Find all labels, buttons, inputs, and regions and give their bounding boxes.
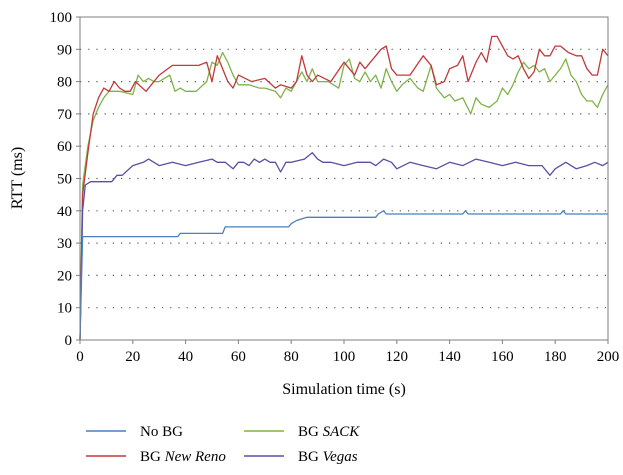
y-tick-label: 10 bbox=[57, 301, 72, 317]
x-tick-label: 140 bbox=[438, 349, 461, 365]
gridlines bbox=[80, 49, 608, 307]
x-tick-label: 60 bbox=[231, 349, 246, 365]
legend-label: No BG bbox=[140, 424, 183, 440]
x-tick-label: 120 bbox=[386, 349, 409, 365]
y-tick-label: 100 bbox=[50, 10, 73, 26]
y-tick-label: 60 bbox=[57, 139, 72, 155]
legend-label: BG Vegas bbox=[298, 449, 358, 465]
series-line-2 bbox=[80, 53, 608, 341]
x-tick-label: 180 bbox=[544, 349, 567, 365]
y-tick-label: 20 bbox=[57, 268, 72, 284]
x-tick-label: 0 bbox=[76, 349, 84, 365]
x-tick-label: 200 bbox=[597, 349, 620, 365]
y-tick-label: 70 bbox=[57, 107, 72, 123]
y-tick-label: 80 bbox=[57, 75, 72, 91]
y-axis-title: RTT (ms) bbox=[9, 147, 26, 209]
x-tick-label: 100 bbox=[333, 349, 356, 365]
x-axis-title: Simulation time (s) bbox=[282, 381, 406, 398]
x-tick-label: 40 bbox=[178, 349, 193, 365]
y-tick-label: 0 bbox=[65, 333, 73, 349]
y-tick-label: 90 bbox=[57, 42, 72, 58]
x-tick-label: 160 bbox=[491, 349, 514, 365]
legend: No BG BG SACK BG New Reno BG Vegas bbox=[86, 424, 360, 465]
series-lines bbox=[80, 36, 608, 340]
y-tick-label: 30 bbox=[57, 236, 72, 252]
legend-label: BG New Reno bbox=[140, 449, 226, 465]
series-line-3 bbox=[80, 153, 608, 340]
y-tick-label: 40 bbox=[57, 204, 72, 220]
y-tick-label: 50 bbox=[57, 172, 72, 188]
legend-label: BG SACK bbox=[298, 424, 360, 440]
y-axis-ticks: 0 10 20 30 40 50 60 70 80 90 100 bbox=[50, 10, 81, 349]
x-tick-label: 20 bbox=[125, 349, 140, 365]
series-line-0 bbox=[80, 211, 608, 340]
x-axis-ticks: 0 20 40 60 80 100 120 140 160 180 200 bbox=[76, 340, 619, 365]
x-tick-label: 80 bbox=[284, 349, 299, 365]
